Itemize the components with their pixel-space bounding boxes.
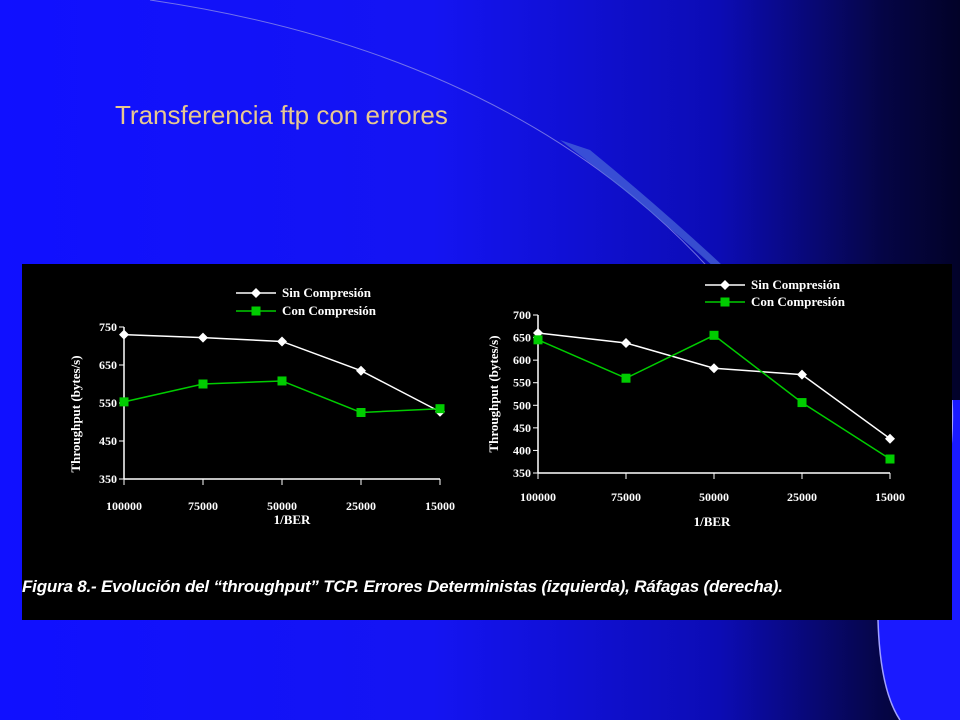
y-tick-label: 700	[513, 308, 531, 322]
data-point-con-compresion	[533, 335, 543, 345]
data-point-sin-compresion	[119, 329, 129, 340]
x-axis-label: 1/BER	[694, 514, 731, 529]
y-tick-label: 650	[99, 358, 117, 372]
legend-marker-sin-compresion	[251, 288, 261, 298]
x-tick-label: 50000	[267, 499, 297, 513]
figure-caption: Figura 8.- Evolución del “throughput” TC…	[22, 577, 783, 596]
y-axis-label: Throughput (bytes/s)	[486, 335, 501, 452]
x-tick-label: 15000	[425, 499, 455, 513]
x-tick-label: 100000	[520, 490, 556, 504]
figure-charts: 750 650 550 450 350 100000 75000 50000 25000 1500…	[68, 277, 905, 529]
decorative-curve-thin	[149, 0, 761, 331]
x-tick-label: 100000	[106, 499, 142, 513]
y-axis-label: Throughput (bytes/s)	[68, 355, 83, 472]
series-line-sin-compresion	[537, 332, 891, 440]
x-tick-label: 25000	[346, 499, 376, 513]
data-point-sin-compresion	[709, 363, 719, 374]
x-tick-label: 50000	[699, 490, 729, 504]
y-tick-label: 450	[513, 421, 531, 435]
y-tick-label: 350	[513, 466, 531, 480]
legend-label-sin-compresion: Sin Compresión	[282, 285, 372, 300]
data-point-con-compresion	[198, 379, 208, 389]
y-tick-label: 650	[513, 331, 531, 345]
legend-label-con-compresion: Con Compresión	[282, 303, 377, 318]
y-tick-label: 600	[513, 353, 531, 367]
y-tick-label: 550	[513, 376, 531, 390]
y-tick-label: 350	[99, 472, 117, 486]
y-tick-label: 400	[513, 443, 531, 457]
data-point-sin-compresion	[356, 365, 366, 376]
y-tick-label: 550	[99, 396, 117, 410]
legend-marker-con-compresion	[251, 306, 261, 316]
x-tick-label: 75000	[188, 499, 218, 513]
x-tick-label: 25000	[787, 490, 817, 504]
data-point-sin-compresion	[885, 433, 895, 444]
legend-marker-sin-compresion	[720, 280, 730, 290]
data-point-sin-compresion	[277, 336, 287, 347]
y-tick-label: 750	[99, 320, 117, 334]
data-point-sin-compresion	[621, 337, 631, 348]
data-point-con-compresion	[709, 330, 719, 340]
legend-marker-con-compresion	[720, 297, 730, 307]
chart-right: 700 650 600 550 500 450 400 350 100000 75000 50000…	[486, 277, 905, 529]
data-point-con-compresion	[119, 397, 129, 407]
data-point-con-compresion	[435, 404, 445, 414]
data-point-con-compresion	[621, 373, 631, 383]
x-tick-label: 15000	[875, 490, 905, 504]
y-tick-label: 500	[513, 398, 531, 412]
data-point-sin-compresion	[198, 332, 208, 343]
data-point-sin-compresion	[797, 369, 807, 380]
legend-label-sin-compresion: Sin Compresión	[751, 277, 841, 292]
data-point-con-compresion	[277, 376, 287, 386]
data-point-con-compresion	[885, 454, 895, 464]
data-point-con-compresion	[356, 408, 366, 417]
series-line-con-compresion	[537, 334, 891, 460]
legend-label-con-compresion: Con Compresión	[751, 294, 846, 309]
x-axis-label: 1/BER	[274, 512, 311, 527]
chart-left: 750 650 550 450 350 100000 75000 50000 25000 1500…	[68, 285, 455, 527]
x-tick-label: 75000	[611, 490, 641, 504]
data-point-con-compresion	[797, 398, 807, 408]
y-tick-label: 450	[99, 434, 117, 448]
figure-panel: 750 650 550 450 350 100000 75000 50000 25000 1500…	[22, 264, 952, 620]
slide-title: Transferencia ftp con errores	[115, 100, 448, 130]
series-line-con-compresion	[123, 380, 441, 414]
